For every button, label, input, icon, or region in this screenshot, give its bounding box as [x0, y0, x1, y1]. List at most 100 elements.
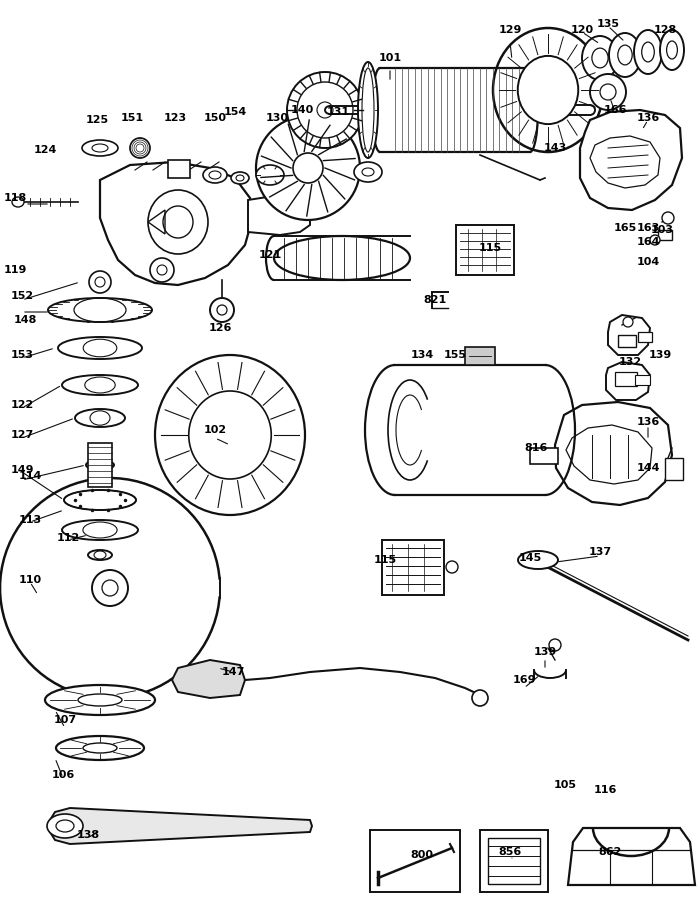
Ellipse shape [634, 30, 662, 74]
Bar [380, 68, 530, 152]
Bar [615, 372, 637, 386]
Ellipse shape [82, 140, 118, 156]
Text: 121: 121 [258, 250, 281, 260]
Text: 153: 153 [10, 350, 34, 360]
Ellipse shape [493, 28, 603, 152]
Text: 164: 164 [636, 237, 659, 247]
Ellipse shape [358, 62, 378, 158]
Text: 821: 821 [424, 295, 447, 305]
Ellipse shape [64, 490, 136, 510]
Circle shape [92, 570, 128, 606]
Ellipse shape [582, 36, 618, 80]
Text: 119: 119 [4, 265, 27, 275]
Polygon shape [608, 315, 650, 355]
Text: 124: 124 [34, 145, 57, 155]
Text: 126: 126 [209, 323, 232, 333]
Ellipse shape [62, 520, 138, 540]
Text: 165: 165 [613, 223, 636, 233]
Ellipse shape [58, 337, 142, 359]
Text: 144: 144 [636, 463, 659, 473]
Bar [465, 347, 495, 365]
Text: 120: 120 [570, 25, 594, 35]
Circle shape [549, 639, 561, 651]
Text: 127: 127 [10, 430, 34, 440]
Bar [488, 838, 540, 884]
Polygon shape [555, 402, 672, 505]
Text: 132: 132 [618, 357, 642, 367]
Bar [635, 375, 650, 385]
Circle shape [150, 258, 174, 282]
Text: 102: 102 [204, 425, 227, 435]
Polygon shape [590, 136, 660, 188]
Text: 110: 110 [18, 575, 41, 585]
Text: 139: 139 [533, 647, 556, 657]
Text: 166: 166 [603, 105, 626, 115]
Text: 152: 152 [10, 291, 34, 301]
Text: 107: 107 [53, 715, 76, 725]
Polygon shape [172, 660, 245, 698]
Ellipse shape [148, 190, 208, 254]
Text: 118: 118 [4, 193, 27, 203]
Circle shape [287, 72, 363, 148]
Ellipse shape [203, 167, 227, 183]
Ellipse shape [12, 197, 24, 207]
Text: 112: 112 [57, 533, 80, 543]
Text: 131: 131 [326, 107, 349, 117]
Circle shape [210, 298, 234, 322]
Circle shape [130, 138, 150, 158]
Text: 134: 134 [410, 350, 433, 360]
Circle shape [256, 116, 360, 220]
Ellipse shape [56, 736, 144, 760]
Text: 148: 148 [13, 315, 36, 325]
Text: 149: 149 [10, 465, 34, 475]
Ellipse shape [518, 551, 558, 569]
Ellipse shape [274, 236, 410, 280]
Text: 104: 104 [636, 257, 659, 267]
Polygon shape [248, 195, 310, 235]
Text: 163: 163 [636, 223, 659, 233]
Text: 113: 113 [18, 515, 41, 525]
Text: 125: 125 [85, 115, 108, 125]
Polygon shape [568, 828, 695, 885]
Circle shape [650, 235, 660, 245]
Text: 862: 862 [598, 847, 622, 857]
Ellipse shape [86, 460, 114, 470]
Ellipse shape [609, 33, 641, 77]
Circle shape [446, 561, 458, 573]
Text: 143: 143 [543, 143, 566, 153]
Text: 169: 169 [512, 675, 536, 685]
Bar [480, 830, 548, 892]
Ellipse shape [155, 355, 305, 515]
Text: 106: 106 [51, 770, 75, 780]
Ellipse shape [163, 206, 193, 238]
Bar [88, 443, 112, 487]
Ellipse shape [45, 685, 155, 715]
Ellipse shape [256, 165, 284, 185]
Ellipse shape [354, 162, 382, 182]
Ellipse shape [47, 814, 83, 838]
Bar [638, 332, 652, 342]
Bar [658, 230, 672, 240]
Circle shape [472, 690, 488, 706]
Text: 147: 147 [221, 667, 245, 677]
Bar [665, 458, 683, 480]
Bar [530, 448, 558, 464]
Text: 128: 128 [653, 25, 677, 35]
Bar [456, 225, 514, 275]
Bar [618, 335, 636, 347]
Text: 115: 115 [478, 243, 502, 253]
Text: 123: 123 [163, 113, 187, 123]
Text: 136: 136 [636, 417, 659, 427]
Text: 816: 816 [524, 443, 547, 453]
Bar [370, 830, 460, 892]
Text: 114: 114 [18, 471, 42, 481]
Text: 116: 116 [594, 785, 617, 795]
Circle shape [662, 212, 674, 224]
Ellipse shape [231, 172, 249, 184]
Bar [382, 540, 444, 595]
Bar [395, 365, 545, 495]
Polygon shape [606, 362, 650, 400]
Bar [168, 160, 190, 178]
Text: 139: 139 [648, 350, 671, 360]
Ellipse shape [88, 550, 112, 560]
